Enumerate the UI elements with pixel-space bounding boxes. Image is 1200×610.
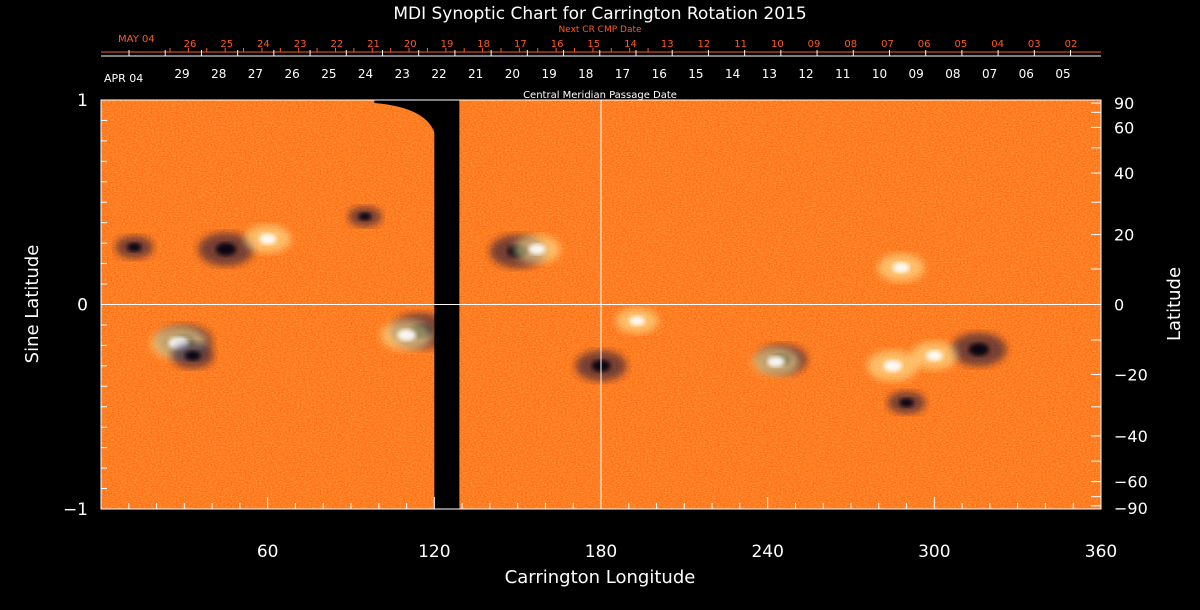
cmp-date-label: 10: [872, 67, 887, 81]
y-left-tick-label: 0: [77, 296, 88, 316]
next-cr-date-label: 18: [477, 39, 490, 50]
cmp-date-label: 11: [835, 67, 850, 81]
next-cr-date-label: 24: [257, 39, 270, 50]
y-left-tick-label: 1: [77, 91, 88, 111]
cmp-axis: 29 28 27 26 25 24 23 22 21 20 19 18 17 16 15 14 13 12 11 10…: [101, 50, 1101, 81]
next-cr-date-label: 14: [624, 39, 637, 50]
next-cr-date-label: 11: [734, 39, 747, 50]
active-region-core: [968, 342, 989, 356]
next-cr-axis-label: Next CR CMP Date: [558, 25, 642, 35]
cmp-date-label: 17: [615, 67, 630, 81]
next-cr-date-label: 08: [844, 39, 857, 50]
next-cr-axis: 26 25 24 23 22 21 20 19 18 17 16 15 14 13 12 11 10 09 08 07…: [101, 39, 1101, 53]
cmp-date-label: 18: [578, 67, 593, 81]
y-right-tick-label: −20: [1114, 365, 1148, 384]
next-cr-date-label: 13: [661, 39, 674, 50]
cmp-date-label: 21: [468, 67, 483, 81]
next-cr-date-label: 23: [294, 39, 307, 50]
next-cr-date-label: 16: [551, 39, 564, 50]
next-cr-date-label: 19: [441, 39, 454, 50]
next-cr-date-label: 15: [587, 39, 600, 50]
next-cr-date-label: 07: [881, 39, 894, 50]
cmp-date-label: 06: [1019, 67, 1034, 81]
next-cr-date-label: 12: [698, 39, 711, 50]
y-axis-left-label: Sine Latitude: [22, 245, 43, 364]
chart-title: MDI Synoptic Chart for Carrington Rotati…: [393, 4, 806, 24]
cmp-date-label: 23: [395, 67, 410, 81]
next-cr-date-label: 04: [991, 39, 1004, 50]
active-region-core: [259, 233, 277, 245]
cmp-date-label: 07: [982, 67, 997, 81]
x-tick-label: 240: [751, 542, 783, 562]
x-tick-label: 120: [418, 542, 450, 562]
active-region-core: [127, 242, 142, 252]
active-region-core: [925, 350, 943, 362]
x-tick-label: 60: [257, 542, 279, 562]
next-cr-date-label: 05: [955, 39, 968, 50]
active-region-core: [892, 262, 910, 274]
next-cr-date-label: 10: [771, 39, 784, 50]
next-cr-date-label: 20: [404, 39, 417, 50]
cmp-axis-label: Central Meridian Passage Date: [523, 90, 677, 101]
next-cr-date-label: 25: [220, 39, 233, 50]
cmp-date-label: 12: [798, 67, 813, 81]
y-right-tick-label: 40: [1114, 164, 1134, 183]
active-region-core: [184, 350, 201, 361]
data-gap-edge: [374, 100, 437, 140]
x-axis: 60 120 180 240 300 360: [128, 497, 1117, 562]
y-right-tick-label: 90: [1114, 94, 1134, 113]
active-region-core: [528, 243, 546, 255]
next-cr-date-label: 03: [1028, 39, 1041, 50]
cmp-date-label: 05: [1055, 67, 1070, 81]
active-region-core: [899, 398, 914, 408]
cmp-date-label: 13: [762, 67, 777, 81]
y-right-tick-label: 0: [1114, 296, 1124, 315]
x-axis-label: Carrington Longitude: [505, 567, 696, 588]
next-cr-date-label: 09: [808, 39, 821, 50]
active-region-core: [629, 315, 645, 326]
cmp-date-label: 27: [248, 67, 263, 81]
next-cr-date-label: 26: [184, 39, 197, 50]
next-cr-start-label: MAY 04: [118, 34, 155, 45]
y-right-tick-label: −40: [1114, 427, 1148, 446]
next-cr-date-label: 02: [1065, 39, 1078, 50]
y-right-tick-label: −90: [1114, 499, 1148, 518]
x-tick-label: 360: [1085, 542, 1117, 562]
cmp-date-label: 26: [284, 67, 299, 81]
next-cr-date-label: 06: [918, 39, 931, 50]
cmp-start-label: APR 04: [104, 72, 143, 85]
cmp-date-label: 22: [431, 67, 446, 81]
active-region-core: [767, 356, 785, 368]
x-tick-label: 300: [918, 542, 950, 562]
y-axis-left: 1 0 −1: [63, 91, 113, 520]
cmp-date-label: 28: [211, 67, 226, 81]
cmp-date-label: 19: [541, 67, 556, 81]
cmp-date-label: 14: [725, 67, 740, 81]
y-right-tick-label: −60: [1114, 473, 1148, 492]
next-cr-date-label: 17: [514, 39, 527, 50]
active-region-core: [397, 329, 416, 342]
y-right-tick-label: 60: [1114, 118, 1134, 137]
active-region-core: [883, 359, 903, 372]
x-tick-label: 180: [585, 542, 617, 562]
next-cr-date-label: 21: [367, 39, 380, 50]
y-left-tick-label: −1: [63, 500, 88, 520]
cmp-date-label: 29: [174, 67, 189, 81]
y-axis-right-label: Latitude: [1164, 267, 1185, 341]
cmp-date-label: 24: [358, 67, 373, 81]
next-cr-date-label: 22: [330, 39, 343, 50]
cmp-date-label: 16: [652, 67, 667, 81]
cmp-date-label: 15: [688, 67, 703, 81]
cmp-date-label: 08: [945, 67, 960, 81]
cmp-date-label: 20: [505, 67, 520, 81]
y-right-tick-label: 20: [1114, 226, 1134, 245]
active-region-core: [358, 212, 372, 221]
active-region-core: [215, 242, 237, 256]
cmp-date-label: 09: [909, 67, 924, 81]
y-axis-right: 90 60 40 20 0 −20 −40 −60 −90: [1091, 94, 1148, 518]
cmp-date-label: 25: [321, 67, 336, 81]
